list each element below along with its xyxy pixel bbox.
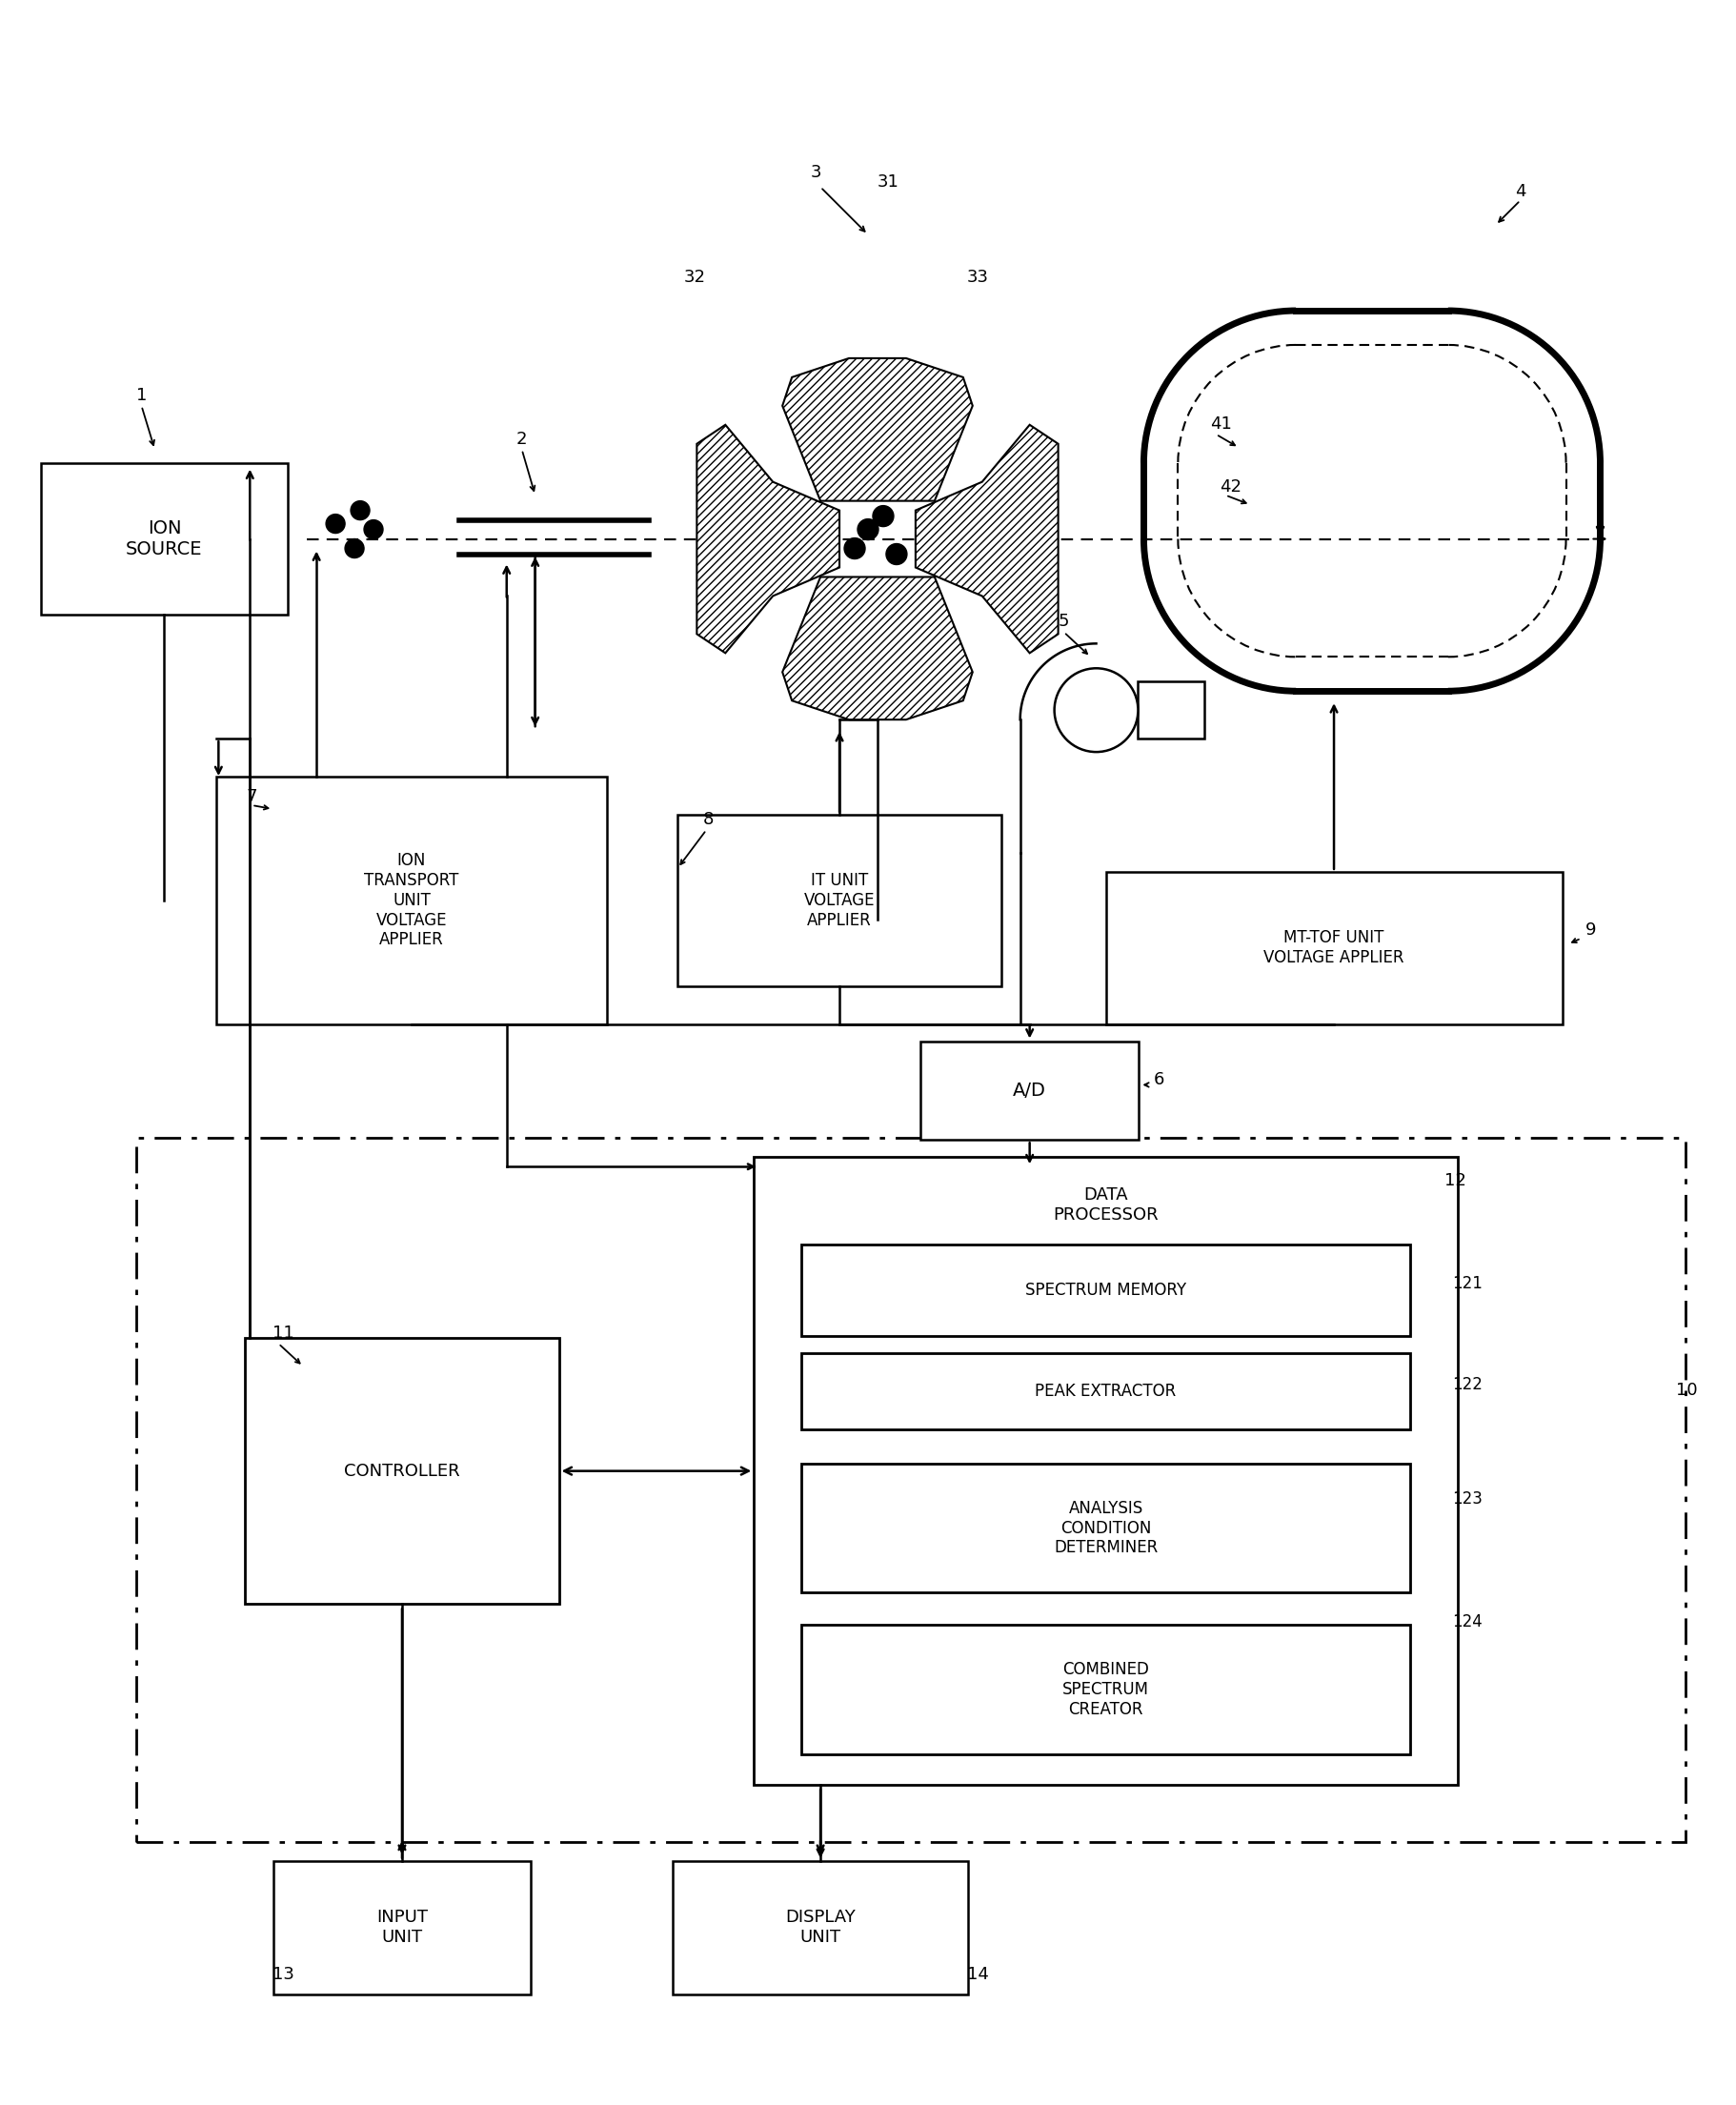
Text: 12: 12 [1444,1172,1467,1189]
Text: 4: 4 [1514,183,1526,200]
Text: 33: 33 [967,269,990,286]
Text: CONTROLLER: CONTROLLER [344,1463,460,1480]
Text: IT UNIT
VOLTAGE
APPLIER: IT UNIT VOLTAGE APPLIER [804,871,875,928]
Text: 1: 1 [135,387,146,404]
Text: ION
TRANSPORT
UNIT
VOLTAGE
APPLIER: ION TRANSPORT UNIT VOLTAGE APPLIER [365,853,458,949]
Text: 13: 13 [273,1966,295,1983]
Text: DATA
PROCESSOR: DATA PROCESSOR [1054,1187,1158,1223]
Text: 123: 123 [1451,1490,1483,1507]
Text: 41: 41 [1210,415,1233,432]
Text: 3: 3 [811,164,821,181]
Text: PEAK EXTRACTOR: PEAK EXTRACTOR [1035,1383,1177,1400]
Text: 7: 7 [247,787,257,806]
FancyArrow shape [1139,682,1205,739]
Text: 124: 124 [1451,1615,1483,1631]
Bar [802,1625,1410,1753]
Text: 10: 10 [1677,1381,1698,1398]
Text: 121: 121 [1451,1276,1483,1292]
Bar [920,1042,1139,1141]
Polygon shape [915,425,1059,653]
Text: 5: 5 [1059,613,1069,629]
Text: MT-TOF UNIT
VOLTAGE APPLIER: MT-TOF UNIT VOLTAGE APPLIER [1264,930,1404,966]
Polygon shape [696,425,840,653]
Text: 32: 32 [684,269,705,286]
Text: 6: 6 [1153,1071,1165,1088]
Text: 31: 31 [877,175,899,192]
Text: COMBINED
SPECTRUM
CREATOR: COMBINED SPECTRUM CREATOR [1062,1661,1149,1718]
Bar [217,777,606,1023]
Circle shape [326,514,345,533]
Bar [677,815,1002,985]
Bar [274,1861,531,1993]
Bar [802,1463,1410,1593]
Bar [674,1861,969,1993]
Text: 2: 2 [516,432,528,448]
Bar [1106,871,1562,1023]
Text: 122: 122 [1451,1377,1483,1394]
Text: 42: 42 [1220,478,1241,495]
Polygon shape [783,358,972,501]
Bar [802,1354,1410,1429]
Text: 9: 9 [1585,922,1595,939]
Bar [135,1139,1686,1842]
Bar [753,1158,1458,1785]
Circle shape [345,539,365,558]
Bar [802,1244,1410,1337]
Circle shape [885,543,906,564]
Circle shape [351,501,370,520]
Polygon shape [783,577,972,720]
Text: ANALYSIS
CONDITION
DETERMINER: ANALYSIS CONDITION DETERMINER [1054,1499,1158,1556]
Text: DISPLAY
UNIT: DISPLAY UNIT [785,1909,856,1945]
Circle shape [844,539,865,560]
Circle shape [858,520,878,539]
Circle shape [873,505,894,526]
Text: SPECTRUM MEMORY: SPECTRUM MEMORY [1026,1282,1186,1299]
Text: INPUT
UNIT: INPUT UNIT [377,1909,427,1945]
Text: A/D: A/D [1014,1082,1047,1099]
Bar [40,463,288,615]
Text: 8: 8 [703,810,713,827]
Bar [245,1339,559,1604]
Circle shape [365,520,384,539]
Circle shape [1054,667,1139,751]
Text: 11: 11 [273,1324,295,1341]
Text: 14: 14 [967,1966,990,1983]
Text: ION
SOURCE: ION SOURCE [127,520,203,558]
